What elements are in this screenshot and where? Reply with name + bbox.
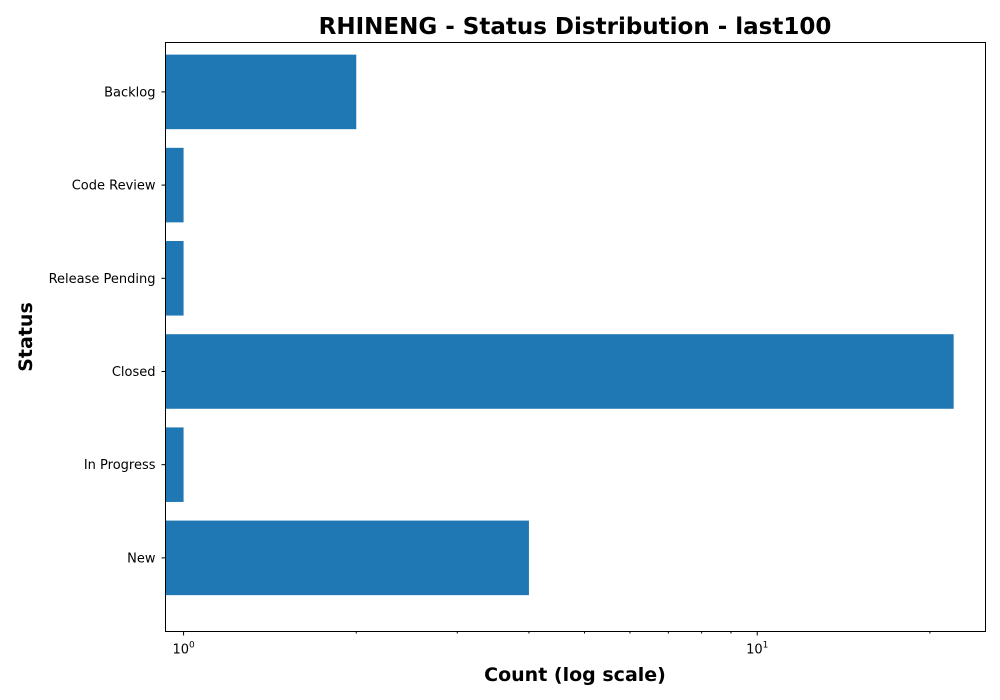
y-tick-label-backlog: Backlog (104, 85, 155, 100)
bar-closed (165, 334, 954, 409)
chart-title: RHINENG - Status Distribution - last100 (319, 14, 832, 40)
x-axis-ticks: 100 101 (172, 631, 931, 658)
bar-release-pending (165, 241, 184, 316)
y-tick-label-release-pending: Release Pending (49, 272, 156, 287)
bar-in-progress (165, 427, 184, 502)
y-tick-label-code-review: Code Review (72, 179, 156, 194)
bar-new (165, 520, 529, 596)
bars-group (165, 54, 954, 596)
y-axis-label: Status (15, 302, 37, 372)
x-tick-label-10-0: 100 (172, 641, 195, 658)
y-axis-ticks: New In Progress Closed Release Pending Code … (49, 85, 166, 566)
plot-frame (165, 42, 986, 632)
bar-code-review (165, 147, 184, 223)
y-tick-label-new: New (127, 551, 156, 566)
x-axis-label: Count (log scale) (484, 664, 666, 686)
x-tick-label-10-1: 101 (746, 641, 768, 658)
bar-backlog (165, 54, 357, 130)
y-tick-label-in-progress: In Progress (84, 458, 156, 473)
y-tick-label-closed: Closed (112, 365, 156, 380)
